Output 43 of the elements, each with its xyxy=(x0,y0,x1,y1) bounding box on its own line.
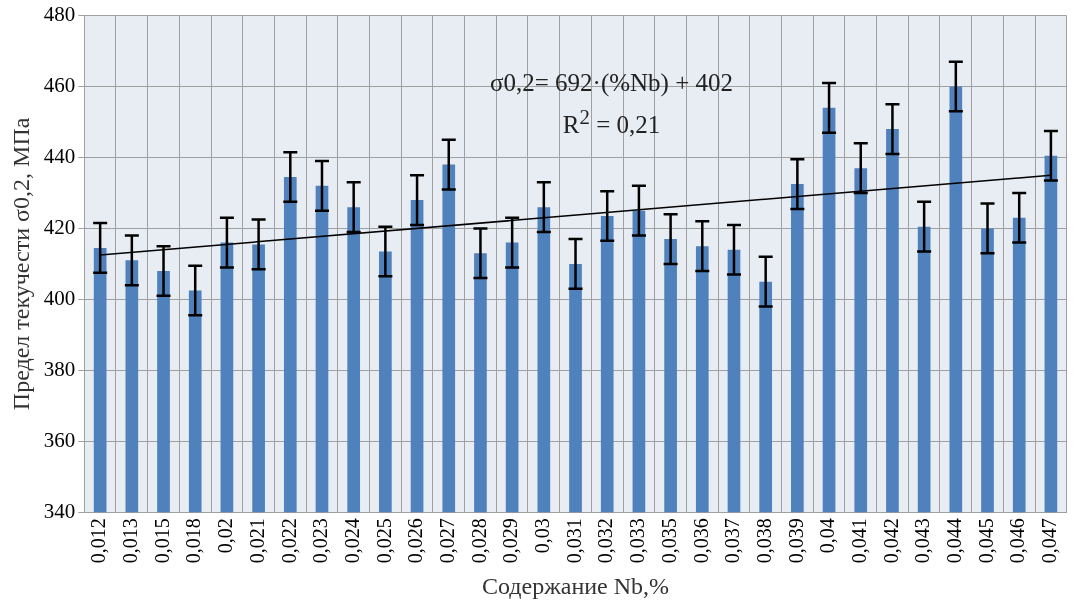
x-tick-label: 0,037 xyxy=(721,518,744,564)
x-tick-label: 0,012 xyxy=(87,518,110,564)
x-tick-label: 0,041 xyxy=(848,518,870,564)
x-tick-label: 0,04 xyxy=(816,518,839,554)
x-tick-label: 0,031 xyxy=(562,518,585,564)
y-axis-title: Предел текучести σ0,2, МПа xyxy=(7,117,34,411)
x-tick-label: 0,042 xyxy=(879,518,902,564)
x-tick-label: 0,022 xyxy=(277,518,300,564)
y-tick-label: 440 xyxy=(43,144,76,168)
x-tick-label: 0,015 xyxy=(150,518,173,564)
x-tick-label: 0,027 xyxy=(436,518,459,564)
y-tick-label: 380 xyxy=(43,356,76,381)
x-tick-label: 0,047 xyxy=(1038,518,1061,564)
y-tick-label: 400 xyxy=(43,285,76,310)
x-tick-label: 0,045 xyxy=(974,518,997,564)
x-tick-label: 0,035 xyxy=(657,518,680,564)
x-tick-label: 0,043 xyxy=(911,518,934,564)
x-tick-label: 0,018 xyxy=(182,518,205,564)
x-tick-label: 0,02 xyxy=(214,518,237,554)
x-tick-label: 0,03 xyxy=(531,518,554,554)
x-tick-label: 0,039 xyxy=(784,518,807,564)
y-tick-label: 360 xyxy=(43,427,76,452)
y-tick-label: 460 xyxy=(43,73,76,98)
x-axis-title: Содержание Nb,% xyxy=(481,572,670,599)
x-tick-label: 0,033 xyxy=(626,518,649,564)
x-tick-label: 0,021 xyxy=(245,518,268,564)
x-tick-label: 0,026 xyxy=(404,518,427,564)
x-tick-label: 0,029 xyxy=(499,518,522,564)
y-tick-label: 420 xyxy=(43,214,76,239)
x-tick-label: 0,025 xyxy=(372,518,395,564)
x-tick-label: 0,032 xyxy=(594,518,617,564)
x-tick-label: 0,038 xyxy=(752,518,775,564)
x-tick-label: 0,028 xyxy=(467,518,490,564)
x-tick-label: 0,013 xyxy=(119,518,142,564)
x-tick-label: 0,024 xyxy=(340,518,363,564)
x-tick-label: 0,046 xyxy=(1006,518,1029,564)
x-tick-label: 0,023 xyxy=(309,518,332,564)
y-tick-label: 340 xyxy=(43,498,76,523)
annotation: σ0,2= 692·(%Nb) + 402 xyxy=(490,68,734,99)
annotation: R$^{2}$ = 0,21 xyxy=(561,104,662,141)
y-tick-label: 480 xyxy=(43,2,76,27)
x-tick-label: 0,044 xyxy=(943,518,966,564)
x-tick-label: 0,036 xyxy=(689,518,712,564)
